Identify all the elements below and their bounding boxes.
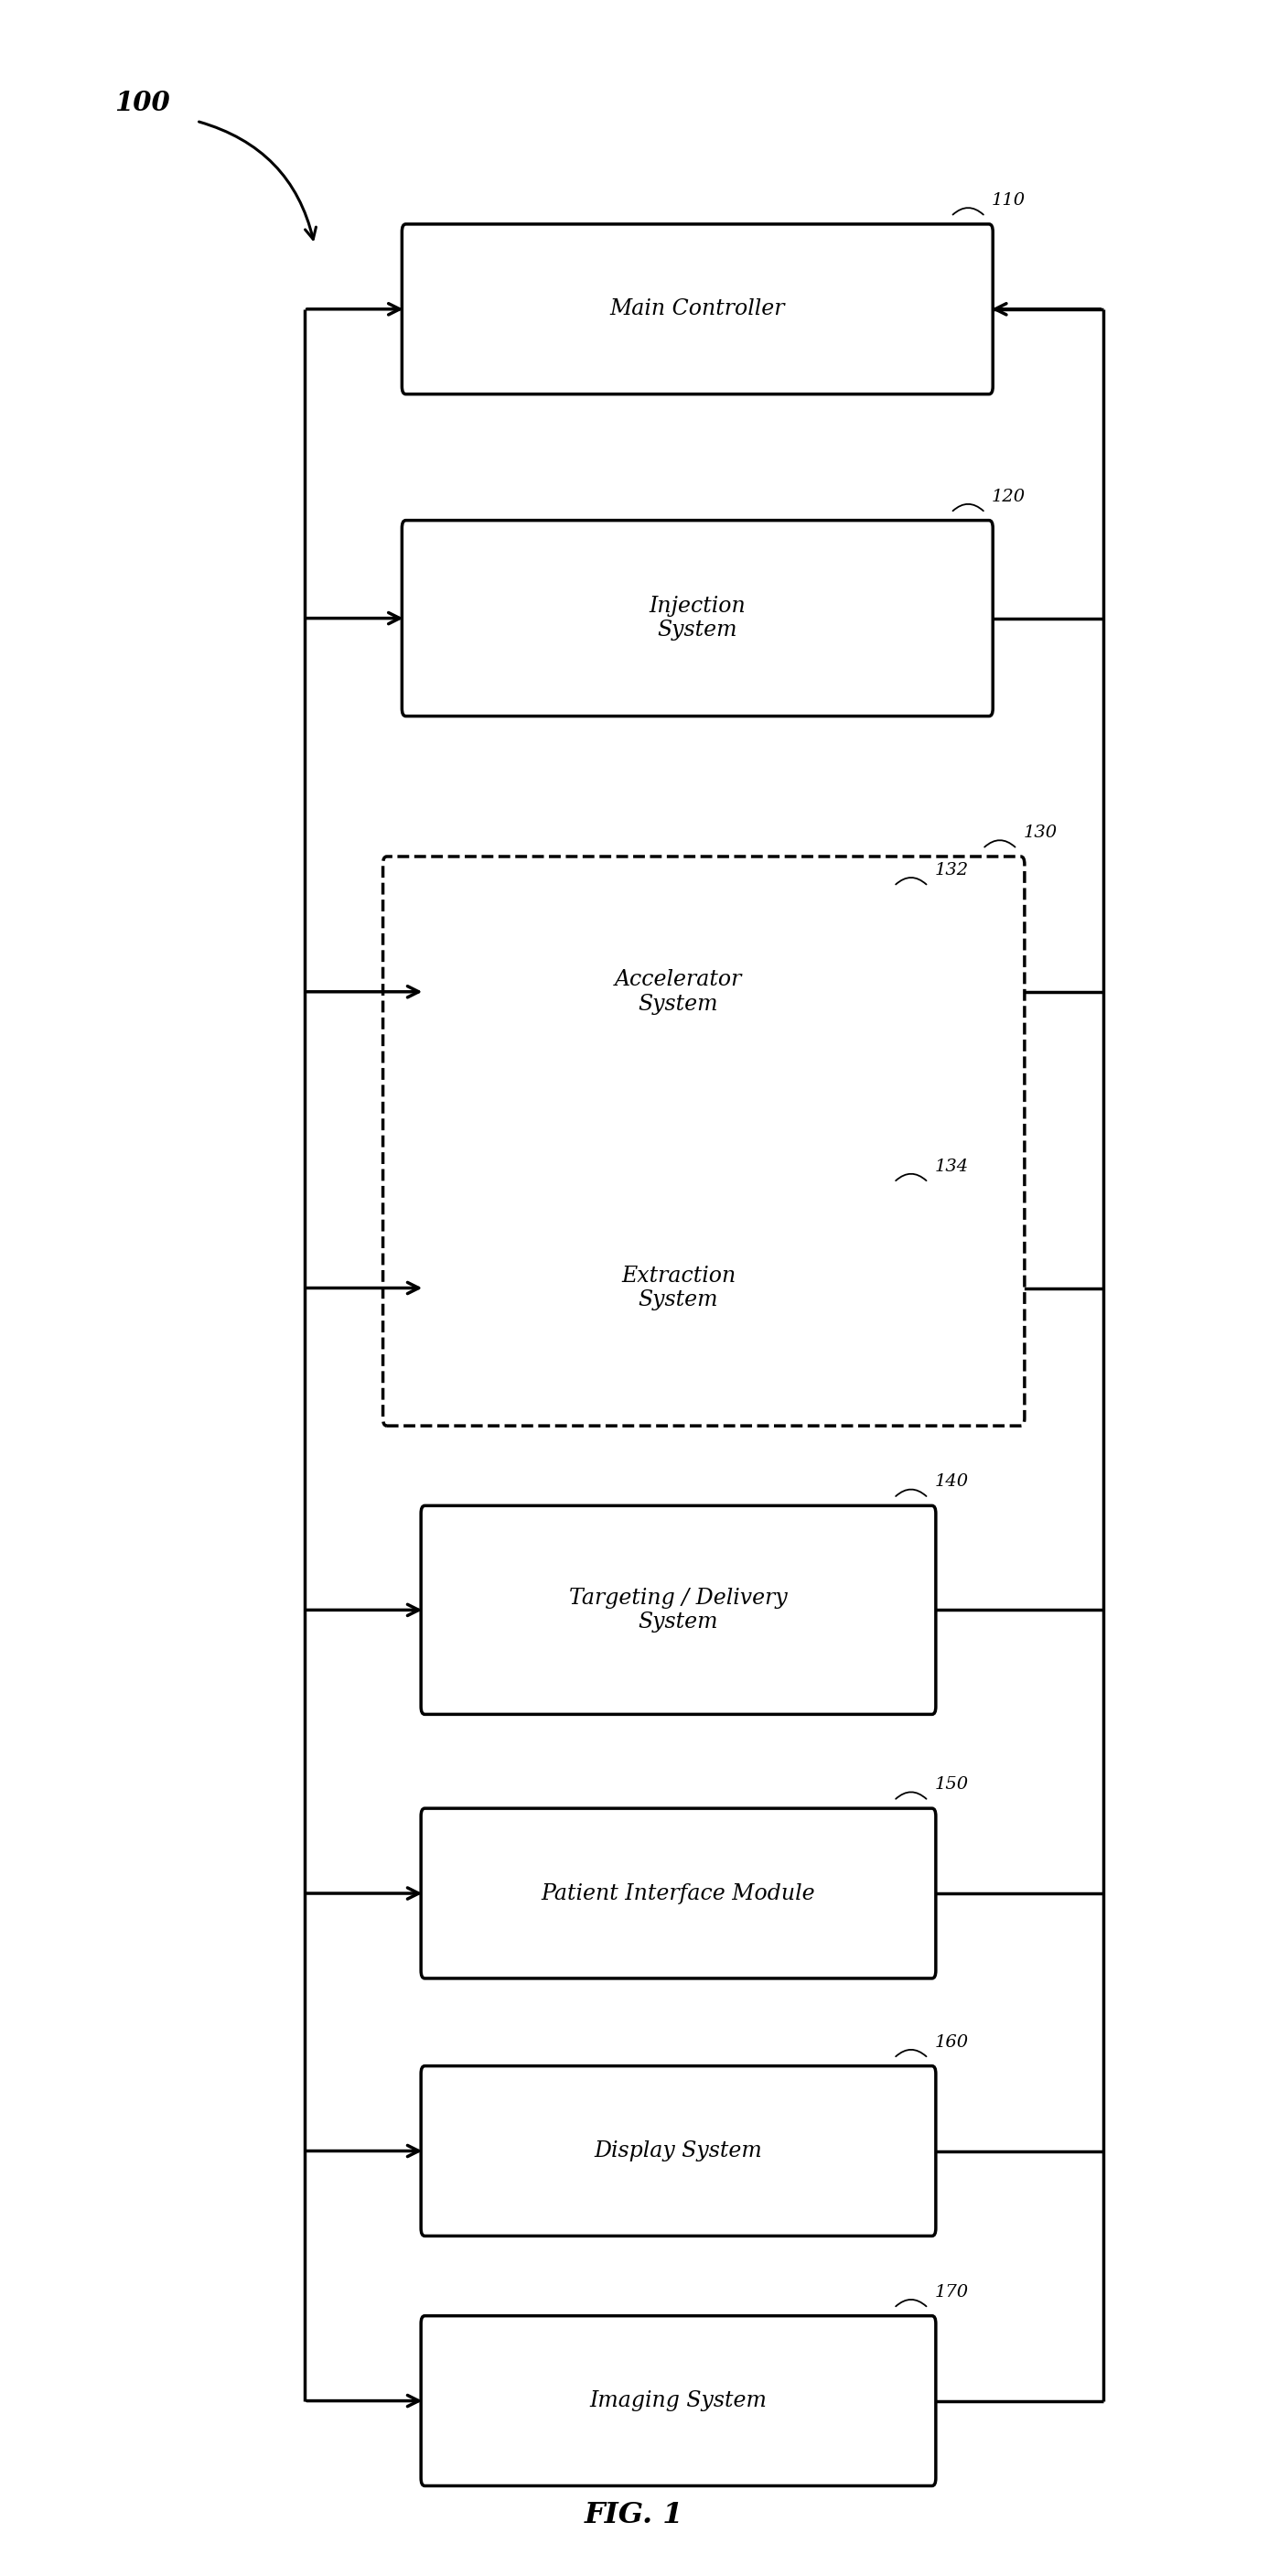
- Text: 132: 132: [935, 863, 969, 878]
- Text: Patient Interface Module: Patient Interface Module: [541, 1883, 815, 1904]
- FancyBboxPatch shape: [421, 1190, 936, 1386]
- Text: 140: 140: [935, 1473, 969, 1489]
- Text: 170: 170: [935, 2285, 969, 2300]
- Text: 120: 120: [992, 489, 1026, 505]
- FancyBboxPatch shape: [421, 2066, 936, 2236]
- Text: FIG. 1: FIG. 1: [585, 2501, 683, 2530]
- Text: Imaging System: Imaging System: [590, 2391, 767, 2411]
- Text: 130: 130: [1023, 824, 1058, 840]
- FancyBboxPatch shape: [421, 1504, 936, 1716]
- Text: Injection
System: Injection System: [649, 595, 746, 641]
- Text: 110: 110: [992, 193, 1026, 209]
- Text: Display System: Display System: [595, 2141, 762, 2161]
- FancyBboxPatch shape: [402, 520, 993, 716]
- Text: 150: 150: [935, 1777, 969, 1793]
- Text: 134: 134: [935, 1159, 969, 1175]
- FancyBboxPatch shape: [421, 894, 936, 1090]
- Text: 160: 160: [935, 2035, 969, 2050]
- FancyBboxPatch shape: [421, 1808, 936, 1978]
- FancyBboxPatch shape: [421, 2316, 936, 2486]
- Text: Main Controller: Main Controller: [610, 299, 785, 319]
- FancyBboxPatch shape: [402, 224, 993, 394]
- Text: Targeting / Delivery
System: Targeting / Delivery System: [569, 1587, 787, 1633]
- Text: 100: 100: [114, 90, 170, 116]
- FancyBboxPatch shape: [383, 855, 1025, 1425]
- Text: Extraction
System: Extraction System: [621, 1265, 735, 1311]
- Text: Accelerator
System: Accelerator System: [615, 969, 742, 1015]
